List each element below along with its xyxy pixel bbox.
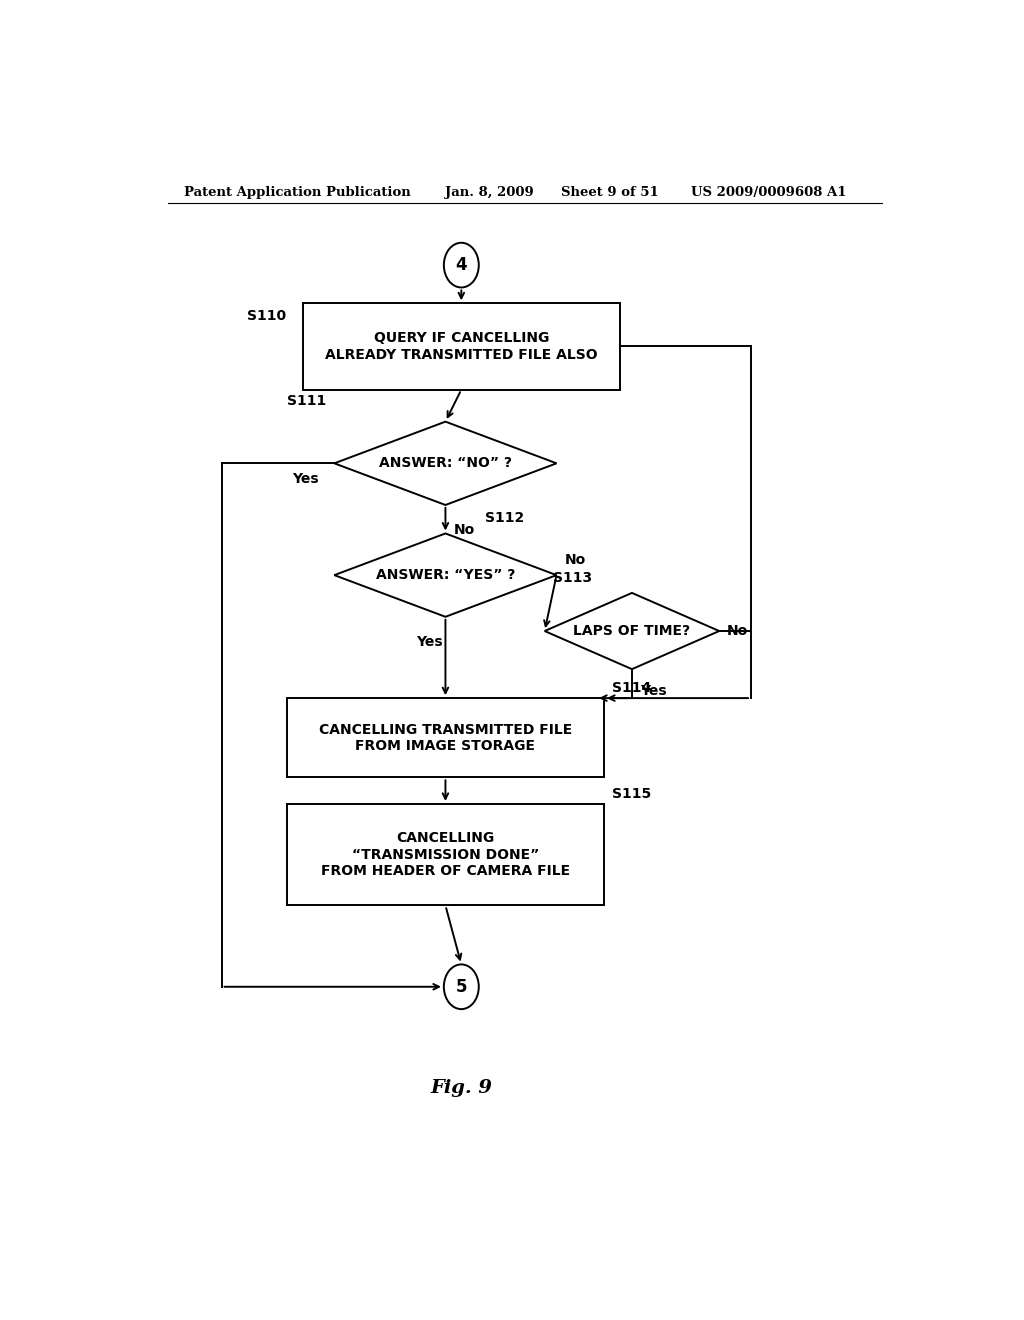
- Text: S113: S113: [553, 570, 592, 585]
- Text: Sheet 9 of 51: Sheet 9 of 51: [560, 186, 658, 199]
- Text: Fig. 9: Fig. 9: [430, 1080, 493, 1097]
- Text: Jan. 8, 2009: Jan. 8, 2009: [445, 186, 535, 199]
- Text: 4: 4: [456, 256, 467, 275]
- Bar: [287, 698, 604, 777]
- Text: No: No: [564, 553, 586, 566]
- Text: S111: S111: [287, 395, 327, 408]
- Text: Yes: Yes: [292, 471, 318, 486]
- Text: QUERY IF CANCELLING
ALREADY TRANSMITTED FILE ALSO: QUERY IF CANCELLING ALREADY TRANSMITTED …: [325, 331, 598, 362]
- Bar: [303, 304, 621, 389]
- Text: S110: S110: [247, 309, 286, 323]
- Text: Patent Application Publication: Patent Application Publication: [183, 186, 411, 199]
- Polygon shape: [545, 593, 719, 669]
- Text: S112: S112: [485, 511, 524, 525]
- Text: ANSWER: “NO” ?: ANSWER: “NO” ?: [379, 457, 512, 470]
- Text: CANCELLING TRANSMITTED FILE
FROM IMAGE STORAGE: CANCELLING TRANSMITTED FILE FROM IMAGE S…: [318, 722, 572, 752]
- Text: Yes: Yes: [416, 635, 443, 649]
- Text: Yes: Yes: [640, 684, 667, 698]
- Text: ANSWER: “YES” ?: ANSWER: “YES” ?: [376, 568, 515, 582]
- Text: No: No: [727, 624, 749, 638]
- Text: US 2009/0009608 A1: US 2009/0009608 A1: [691, 186, 847, 199]
- Text: S114: S114: [612, 681, 651, 694]
- Text: LAPS OF TIME?: LAPS OF TIME?: [573, 624, 690, 638]
- Circle shape: [443, 965, 479, 1008]
- Circle shape: [443, 243, 479, 288]
- Text: 5: 5: [456, 978, 467, 995]
- Text: No: No: [454, 523, 475, 537]
- Polygon shape: [334, 421, 557, 506]
- Text: CANCELLING
“TRANSMISSION DONE”
FROM HEADER OF CAMERA FILE: CANCELLING “TRANSMISSION DONE” FROM HEAD…: [321, 832, 570, 878]
- Text: S115: S115: [612, 787, 651, 801]
- Polygon shape: [334, 533, 557, 616]
- Bar: [287, 804, 604, 906]
